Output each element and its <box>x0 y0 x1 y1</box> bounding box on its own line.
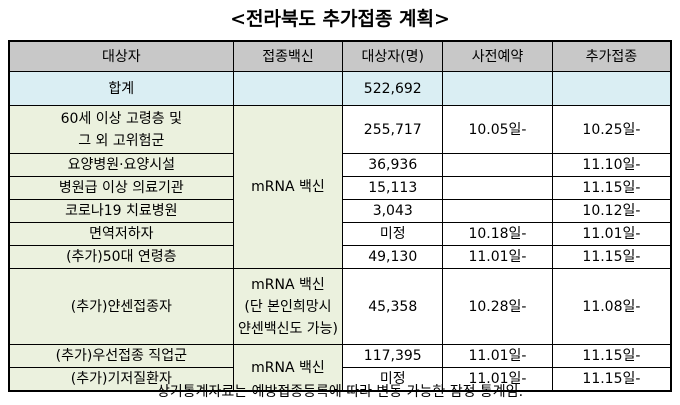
row: 면역저하자 미정 10.18일- 11.01일- <box>8 222 672 246</box>
count: 36,936 <box>342 153 444 177</box>
target: 면역저하자 <box>8 222 234 246</box>
vaccine: mRNA 백신 (단 본인희망시 얀센백신도 가능) <box>232 268 344 345</box>
reservation: 10.18일- <box>442 222 553 246</box>
count: 117,395 <box>342 344 444 368</box>
row: 병원급 이상 의료기관 15,113 11.15일- <box>8 176 672 200</box>
cell <box>442 71 553 106</box>
count: 45,358 <box>342 268 444 345</box>
header-cell: 대상자 <box>8 40 234 72</box>
cell <box>551 71 672 106</box>
header-cell: 사전예약 <box>442 40 553 72</box>
reservation: 11.01일- <box>442 245 553 269</box>
reservation: 10.05일- <box>442 105 553 154</box>
booster: 11.15일- <box>551 176 672 200</box>
target: (추가)기저질환자 <box>8 367 234 392</box>
footnote: 상기통계자료는 예방접종등록에 따라 변동 가능한 잠정 통계임. <box>156 384 524 400</box>
count: 522,692 <box>342 71 444 106</box>
header-cell: 접종백신 <box>232 40 344 72</box>
booster: 11.15일- <box>551 245 672 269</box>
count: 미정 <box>342 367 444 392</box>
count: 49,130 <box>342 245 444 269</box>
booster: 11.10일- <box>551 153 672 177</box>
booster: 11.08일- <box>551 268 672 345</box>
reservation: 10.28일- <box>442 268 553 345</box>
reservation: 11.01일- <box>442 367 553 392</box>
count: 255,717 <box>342 105 444 154</box>
cell <box>442 199 553 223</box>
cell <box>442 153 553 177</box>
row: (추가)얀센접종자 mRNA 백신 (단 본인희망시 얀센백신도 가능) 45,… <box>8 268 672 345</box>
header-row: 대상자 접종백신 대상자(명) 사전예약 추가접종 <box>8 40 672 72</box>
target: (추가)얀센접종자 <box>8 268 234 345</box>
vaccine: mRNA 백신 <box>232 344 344 392</box>
count: 15,113 <box>342 176 444 200</box>
target: 병원급 이상 의료기관 <box>8 176 234 200</box>
row: (추가)50대 연령층 49,130 11.01일- 11.15일- <box>8 245 672 269</box>
target: 합계 <box>8 71 234 106</box>
cell <box>442 176 553 200</box>
row: 60세 이상 고령층 및 그 외 고위험군 mRNA 백신 255,717 10… <box>8 105 672 269</box>
booster: 11.15일- <box>551 367 672 392</box>
reservation: 11.01일- <box>442 344 553 368</box>
row: 코로나19 치료병원 3,043 10.12일- <box>8 199 672 223</box>
count: 3,043 <box>342 199 444 223</box>
target: (추가)50대 연령층 <box>8 245 234 269</box>
vaccine: mRNA 백신 <box>232 105 344 269</box>
row: (추가)우선접종 직업군 mRNA 백신 117,395 11.01일- 11.… <box>8 344 672 392</box>
booster: 10.25일- <box>551 105 672 154</box>
row: 요양병원·요양시설 36,936 11.10일- <box>8 153 672 177</box>
booster: 11.01일- <box>551 222 672 246</box>
target: (추가)우선접종 직업군 <box>8 344 234 368</box>
header-cell: 추가접종 <box>551 40 672 72</box>
count: 미정 <box>342 222 444 246</box>
booster: 11.15일- <box>551 344 672 368</box>
header-cell: 대상자(명) <box>342 40 444 72</box>
row: (추가)기저질환자 미정 11.01일- 11.15일- <box>8 367 672 392</box>
target: 코로나19 치료병원 <box>8 199 234 223</box>
total-row: 합계 522,692 <box>8 71 672 106</box>
title: <전라북도 추가접종 계획> <box>230 8 450 30</box>
target: 60세 이상 고령층 및 그 외 고위험군 <box>8 105 234 154</box>
booster: 10.12일- <box>551 199 672 223</box>
cell <box>232 71 344 106</box>
schedule-table: 대상자 접종백신 대상자(명) 사전예약 추가접종 합계 522,692 60세… <box>8 40 672 392</box>
target: 요양병원·요양시설 <box>8 153 234 177</box>
